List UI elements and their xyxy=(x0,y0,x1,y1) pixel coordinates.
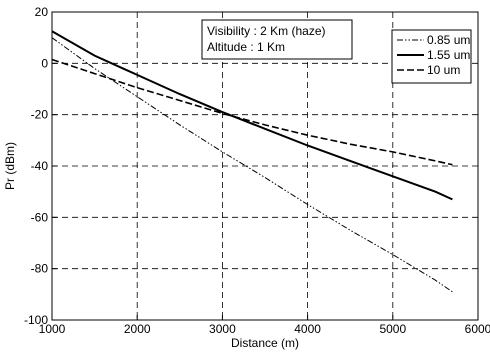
y-axis-label: Pr (dBm) xyxy=(3,142,17,190)
x-tick-label-3000: 3000 xyxy=(209,322,236,336)
x-tick-label-1000: 1000 xyxy=(39,322,66,336)
series-line-10-um xyxy=(51,58,453,166)
legend-label-1-55-um: 1.55 um xyxy=(427,48,470,62)
annotation-box: Visibility : 2 Km (haze) Altitude : 1 Km xyxy=(201,19,353,60)
y-tick-label-60: -60 xyxy=(31,210,49,224)
legend-label-10-um: 10 um xyxy=(427,63,460,77)
annotation-visibility: Visibility : 2 Km (haze) xyxy=(207,24,325,38)
legend: 0.85 um 1.55 um 10 um xyxy=(391,29,472,84)
legend-label-0-85-um: 0.85 um xyxy=(427,33,470,47)
y-tick-label-20: -20 xyxy=(31,108,49,122)
x-axis-label: Distance (m) xyxy=(231,336,299,350)
y-tick-label-20: 20 xyxy=(35,5,49,19)
tick-labels: 1000 2000 3000 4000 5000 6000 20 0 -20 -40 -60 -80 -… xyxy=(24,5,490,336)
y-tick-label-40: -40 xyxy=(31,159,49,173)
series-layer xyxy=(51,30,453,293)
annotation-altitude: Altitude : 1 Km xyxy=(207,40,285,54)
x-tick-label-2000: 2000 xyxy=(124,322,151,336)
series-line-1-55-um xyxy=(51,30,453,201)
series-line-0-85-um xyxy=(51,37,453,293)
annotation-frame xyxy=(201,19,353,60)
x-tick-label-6000: 6000 xyxy=(465,322,490,336)
y-tick-label-80: -80 xyxy=(31,262,49,276)
x-tick-label-4000: 4000 xyxy=(294,322,321,336)
y-tick-label-0: 0 xyxy=(41,56,48,70)
legend-frame xyxy=(391,29,472,84)
x-tick-label-5000: 5000 xyxy=(379,322,406,336)
y-tick-label-100: -100 xyxy=(24,313,48,327)
